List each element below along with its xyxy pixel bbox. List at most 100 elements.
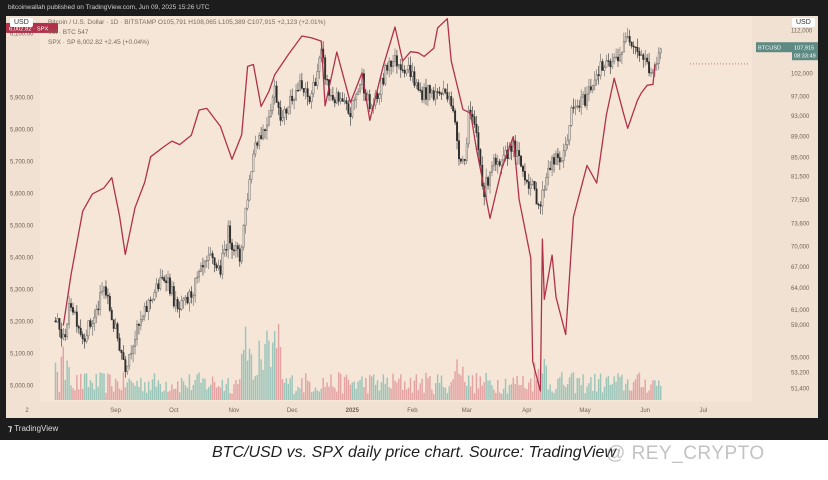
volume-bar bbox=[625, 383, 627, 400]
candle-body bbox=[180, 300, 183, 310]
candle-body bbox=[525, 179, 528, 182]
candle-body bbox=[382, 77, 385, 85]
series-legend-btc[interactable]: Bitcoin / U.S. Dollar · 1D · BITSTAMP O1… bbox=[48, 19, 326, 26]
left-currency-label[interactable]: USD bbox=[10, 18, 33, 27]
candle-body bbox=[248, 179, 251, 201]
candle-body bbox=[553, 157, 555, 165]
candle-body bbox=[91, 323, 94, 327]
volume-bar bbox=[456, 359, 458, 400]
candle-body bbox=[258, 135, 261, 146]
right-axis-strip bbox=[752, 16, 818, 402]
candle-body bbox=[646, 57, 649, 63]
volume-bar bbox=[541, 373, 544, 400]
candle-body bbox=[194, 277, 197, 296]
candle-body bbox=[267, 116, 270, 126]
volume-bar bbox=[142, 391, 144, 400]
volume-bar bbox=[124, 387, 127, 400]
candle-body bbox=[77, 326, 80, 329]
volume-bar bbox=[646, 392, 648, 400]
candle-body bbox=[390, 60, 393, 67]
candle-body bbox=[250, 171, 253, 180]
candle-body bbox=[165, 280, 168, 283]
volume-bar bbox=[320, 388, 322, 400]
volume-bar bbox=[555, 388, 557, 400]
candle-body bbox=[124, 359, 127, 373]
candle-body bbox=[341, 98, 344, 102]
candle-body bbox=[136, 324, 138, 340]
candle-body bbox=[537, 203, 540, 206]
volume-bar bbox=[469, 386, 472, 400]
volume-bar bbox=[316, 390, 319, 400]
candle-body bbox=[219, 265, 222, 275]
volume-bar bbox=[144, 382, 146, 400]
volume-bar bbox=[62, 346, 65, 400]
candle-body bbox=[62, 334, 65, 339]
candle-body bbox=[593, 79, 596, 86]
candle-body bbox=[461, 159, 464, 162]
x-tick-label: Jul bbox=[700, 408, 708, 414]
volume-bar bbox=[260, 359, 262, 400]
series-legend-volume[interactable]: Vol · BTC 547 bbox=[48, 29, 89, 36]
candle-body bbox=[68, 303, 71, 325]
candle-body bbox=[132, 346, 135, 354]
volume-bar bbox=[332, 386, 334, 400]
candle-body bbox=[448, 96, 451, 100]
volume-bar bbox=[248, 348, 251, 400]
candle-body bbox=[273, 85, 276, 98]
btc-price-badge bbox=[792, 42, 818, 61]
candle-body bbox=[110, 309, 113, 320]
volume-bar bbox=[512, 377, 515, 400]
candle-body bbox=[560, 160, 563, 163]
candle-body bbox=[147, 299, 150, 312]
candle-body bbox=[118, 337, 121, 351]
volume-bar bbox=[588, 383, 590, 400]
candle-body bbox=[103, 286, 105, 292]
candle-body bbox=[425, 87, 427, 100]
candle-body bbox=[624, 36, 627, 42]
volume-bar bbox=[299, 388, 301, 400]
volume-bar bbox=[285, 378, 288, 400]
candle-body bbox=[174, 299, 177, 307]
candle-body bbox=[201, 265, 204, 268]
volume-bar bbox=[347, 379, 350, 400]
volume-bar bbox=[489, 380, 491, 400]
candle-body bbox=[196, 276, 199, 279]
candle-body bbox=[238, 248, 241, 262]
volume-bar bbox=[528, 382, 530, 400]
candle-body bbox=[591, 85, 594, 91]
btc-ticker-badge-text: BTCUSD bbox=[758, 46, 781, 52]
candle-body bbox=[446, 92, 449, 100]
volume-bar bbox=[481, 385, 483, 400]
volume-bar bbox=[549, 384, 551, 400]
volume-bar bbox=[128, 378, 130, 400]
candle-body bbox=[137, 324, 140, 326]
volume-bar bbox=[361, 376, 363, 400]
candle-body bbox=[419, 89, 422, 91]
volume-bar bbox=[454, 371, 456, 400]
volume-bar bbox=[402, 390, 404, 400]
volume-bar bbox=[134, 385, 136, 400]
candle-body bbox=[417, 82, 420, 91]
volume-bar bbox=[264, 343, 266, 400]
volume-bar bbox=[256, 374, 258, 400]
volume-bar bbox=[390, 388, 392, 400]
volume-bar bbox=[433, 393, 435, 400]
candle-body bbox=[587, 86, 590, 95]
candle-body bbox=[192, 295, 195, 298]
candle-body bbox=[541, 189, 544, 207]
series-legend-spx[interactable]: SPX · SP 6,002.82 +2.45 (+0.04%) bbox=[48, 39, 150, 46]
candle-body bbox=[114, 323, 117, 329]
volume-bar bbox=[359, 379, 361, 400]
x-tick-label: 2025 bbox=[346, 408, 360, 414]
volume-bar bbox=[163, 390, 165, 400]
left-tick-label: 5,500.00 bbox=[10, 224, 34, 230]
candle-body bbox=[397, 64, 400, 67]
candle-body bbox=[105, 286, 107, 296]
watermark: @ REY_CRYPTO bbox=[606, 443, 765, 464]
candle-body bbox=[223, 249, 226, 254]
candle-body bbox=[378, 94, 381, 99]
right-currency-label[interactable]: USD bbox=[792, 18, 815, 27]
candle-body bbox=[376, 92, 379, 99]
candle-body bbox=[182, 298, 185, 301]
candle-body bbox=[207, 254, 210, 261]
